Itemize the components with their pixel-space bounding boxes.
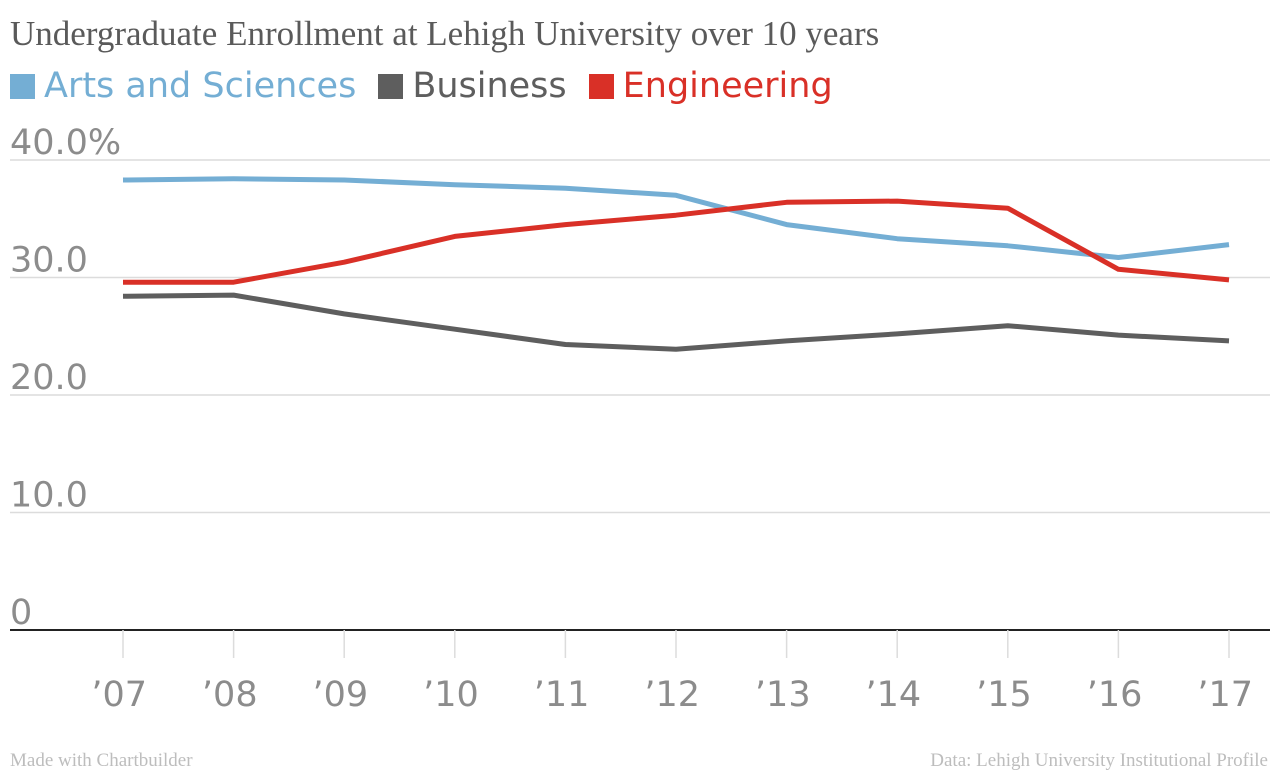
y-tick-label-30-0: 30.0 (10, 241, 88, 281)
x-tick-label-09: ’09 (313, 675, 369, 715)
x-tick-label-15: ’15 (976, 675, 1032, 715)
x-tick-label-07: ’07 (91, 675, 147, 715)
chart-title: Undergraduate Enrollment at Lehigh Unive… (10, 14, 880, 53)
legend: Arts and Sciences Business Engineering (10, 66, 855, 106)
footer-credit: Made with Chartbuilder (10, 750, 193, 771)
x-tick-label-14: ’14 (866, 675, 922, 715)
legend-swatch-arts-and-sciences (10, 73, 35, 99)
y-tick-label-0: 0 (10, 593, 32, 633)
x-tick-label-12: ’12 (644, 675, 700, 715)
x-tick-label-10: ’10 (423, 675, 479, 715)
legend-label-arts-and-sciences: Arts and Sciences (44, 66, 357, 106)
legend-item-engineering: Engineering (588, 66, 833, 106)
y-axis-tick-labels: 0 10.0 20.0 30.0 40.0% (10, 123, 121, 633)
x-tick-label-16: ’16 (1087, 675, 1143, 715)
series-line-business (122, 292, 1230, 352)
y-tick-label-40-0: 40.0% (10, 123, 121, 163)
series-line-engineering (123, 198, 1230, 285)
y-tick-label-20-0: 20.0 (10, 358, 88, 398)
footer-source: Data: Lehigh University Institutional Pr… (930, 750, 1268, 771)
legend-label-engineering: Engineering (622, 66, 833, 106)
x-tick-label-17: ’17 (1197, 675, 1253, 715)
legend-swatch-engineering (588, 73, 614, 99)
legend-item-business: Business (378, 66, 567, 106)
series-line-arts-and-sciences (122, 176, 1230, 260)
x-tick-label-08: ’08 (202, 675, 258, 715)
series-lines (122, 176, 1230, 352)
x-axis: ’07 ’08 ’09 ’10 ’11 ’12 ’13 ’14 ’15 ’16 ’17 (10, 629, 1270, 715)
x-tick-label-11: ’11 (534, 675, 590, 715)
y-tick-label-10-0: 10.0 (10, 476, 88, 516)
legend-item-arts-and-sciences: Arts and Sciences (10, 66, 356, 106)
legend-label-business: Business (412, 66, 567, 106)
gridlines (10, 159, 1270, 514)
legend-swatch-business (378, 73, 404, 99)
x-tick-label-13: ’13 (755, 675, 811, 715)
